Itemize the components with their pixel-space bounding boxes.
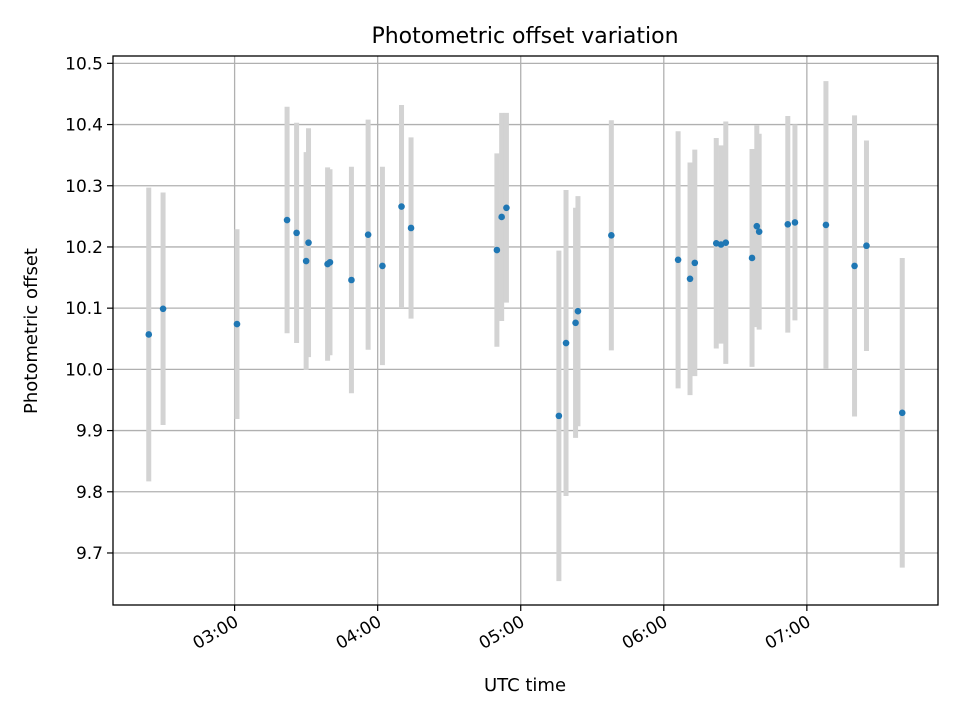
y-tick-label: 9.9 bbox=[76, 422, 103, 442]
data-point bbox=[822, 221, 830, 229]
y-tick-label: 10.5 bbox=[65, 54, 103, 74]
chart-title: Photometric offset variation bbox=[371, 24, 678, 49]
y-tick-label: 9.7 bbox=[76, 544, 103, 564]
data-point bbox=[791, 219, 799, 226]
data-point bbox=[326, 258, 334, 266]
x-axis-label: UTC time bbox=[484, 675, 566, 696]
y-tick-label: 10.2 bbox=[65, 238, 103, 258]
y-tick-label: 10.3 bbox=[65, 177, 103, 197]
data-point bbox=[398, 203, 405, 210]
data-point bbox=[722, 239, 730, 246]
data-point bbox=[851, 262, 858, 270]
data-point bbox=[863, 242, 870, 250]
data-point bbox=[784, 221, 792, 228]
y-axis-label: Photometric offset bbox=[21, 248, 42, 414]
data-point bbox=[503, 204, 510, 212]
grid-layer bbox=[113, 56, 938, 605]
data-point bbox=[407, 224, 415, 232]
data-point bbox=[898, 409, 906, 417]
data-point bbox=[753, 222, 761, 230]
data-point bbox=[755, 228, 763, 235]
data-point bbox=[498, 213, 505, 221]
data-point bbox=[283, 216, 291, 224]
data-point bbox=[562, 339, 570, 347]
data-point bbox=[348, 276, 355, 284]
data-point bbox=[302, 257, 310, 265]
data-point bbox=[555, 412, 563, 420]
data-point bbox=[574, 307, 582, 315]
data-point bbox=[379, 262, 386, 270]
data-point bbox=[233, 320, 241, 328]
data-point bbox=[691, 259, 699, 267]
data-point bbox=[145, 331, 153, 338]
data-point bbox=[493, 246, 501, 254]
data-point bbox=[674, 256, 682, 264]
y-tick-label: 9.8 bbox=[76, 483, 103, 503]
y-tick-label: 10.1 bbox=[65, 299, 103, 319]
y-tick-label: 10.4 bbox=[65, 116, 103, 136]
data-point bbox=[608, 232, 615, 239]
data-point bbox=[305, 239, 312, 246]
data-point bbox=[159, 305, 167, 313]
point-layer bbox=[145, 203, 906, 420]
data-point bbox=[748, 254, 756, 262]
data-point bbox=[364, 231, 372, 239]
data-point bbox=[572, 319, 579, 327]
data-point bbox=[293, 229, 300, 237]
data-point bbox=[686, 275, 694, 283]
y-tick-label: 10.0 bbox=[65, 360, 103, 380]
plot-frame bbox=[112, 55, 939, 606]
